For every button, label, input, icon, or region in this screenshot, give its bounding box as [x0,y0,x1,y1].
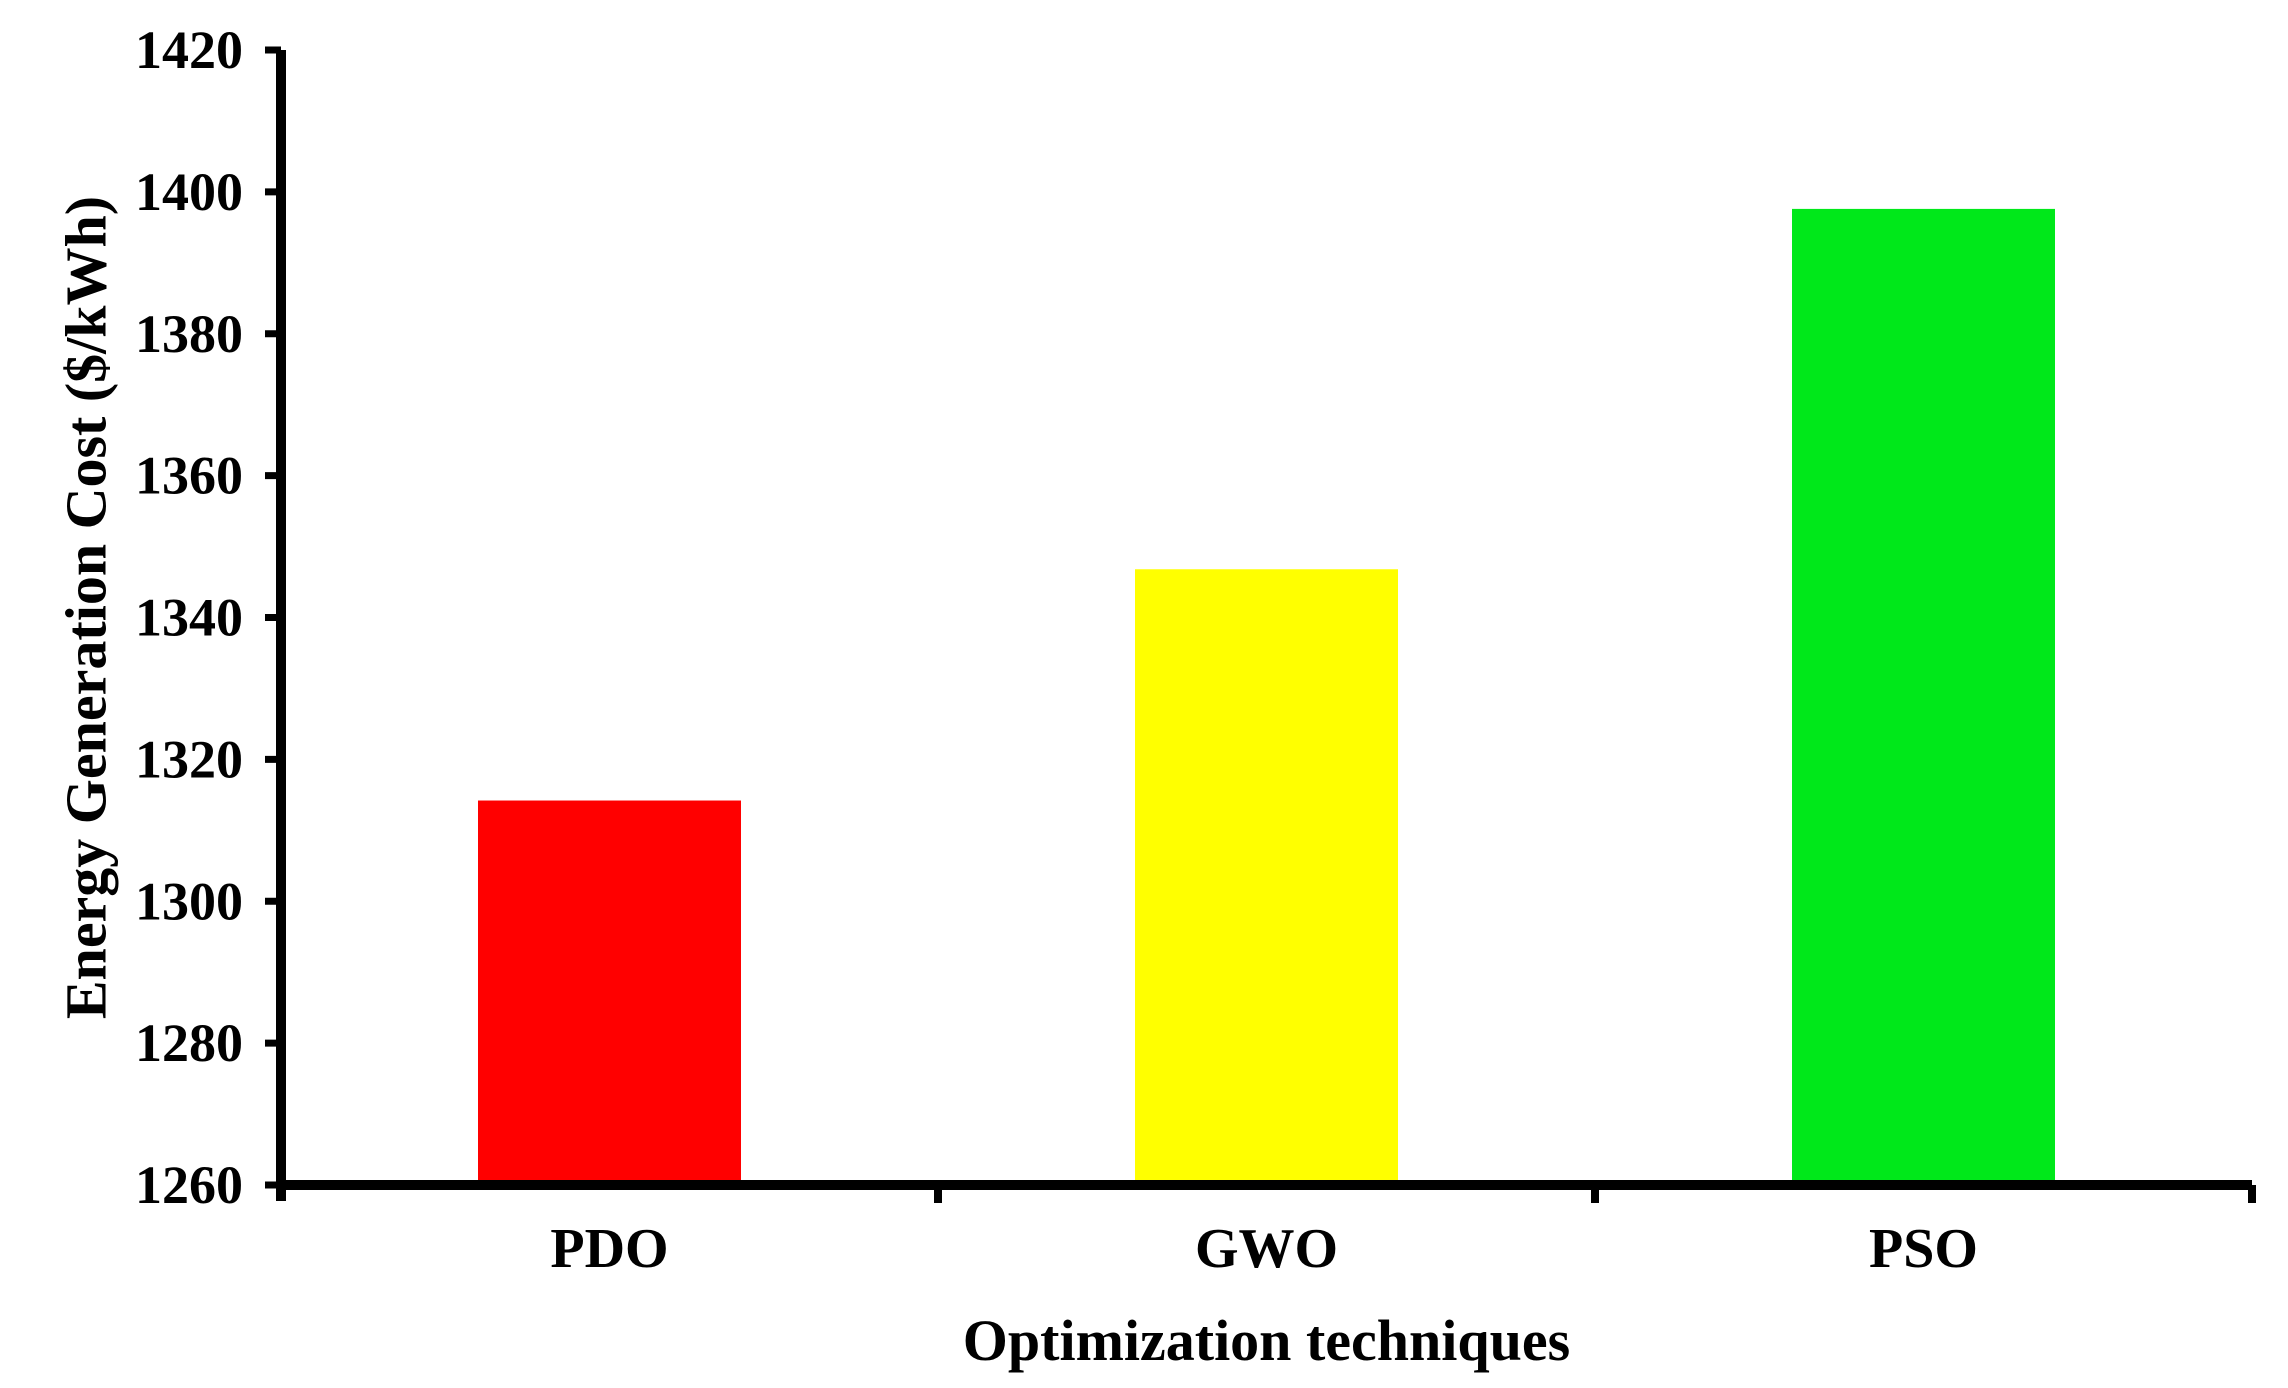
x-axis-title: Optimization techniques [963,1308,1570,1373]
y-tick-label: 1360 [135,446,243,506]
x-axis-ticks: PDO GWO PSO [550,1185,2256,1280]
bar-pso [1792,208,2055,1185]
y-tick-label: 1420 [135,20,243,80]
y-tick-label: 1300 [135,871,243,931]
y-tick-label: 1380 [135,304,243,364]
y-tick-label: 1320 [135,729,243,789]
y-tick-label: 1400 [135,162,243,222]
x-tick-label: PDO [550,1218,668,1280]
y-tick-label: 1260 [135,1155,243,1215]
bar-pdo [478,800,741,1185]
bar-gwo [1135,569,1398,1185]
y-axis-ticks: 1260 1280 1300 1320 1340 1360 1380 1400 1420 [135,20,281,1215]
y-axis-title: Energy Generation Cost ($/kWh) [53,196,118,1019]
x-tick-label: PSO [1869,1218,1978,1280]
bars-group [478,208,2055,1185]
y-tick-label: 1340 [135,588,243,648]
x-tick-label: GWO [1195,1218,1338,1280]
y-tick-label: 1280 [135,1013,243,1073]
